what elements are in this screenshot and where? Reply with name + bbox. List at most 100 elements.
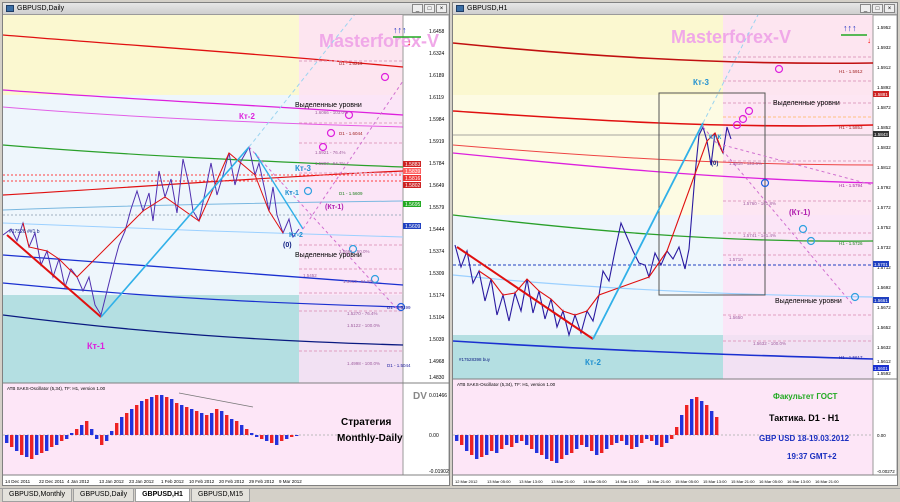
h1-window-titlebar[interactable]: GBPUSD,H1 _ □ × [453,3,897,15]
chart-window-icon [6,5,14,12]
price-line [3,145,300,317]
svg-text:29 Feb 2012: 29 Feb 2012 [249,479,275,484]
maximize-button[interactable]: □ [872,4,883,13]
level-e: 1.5650 [729,315,743,320]
close-button[interactable]: × [884,4,895,13]
histogram-bar [60,435,64,441]
histogram-bar [90,429,94,435]
svg-text:1.5812: 1.5812 [877,165,891,170]
svg-text:1.5912: 1.5912 [877,65,891,70]
svg-text:1.6119: 1.6119 [429,95,444,101]
down-arrow-icon: ↓ [407,38,411,47]
selected-levels-upper: Выделенные уровни [295,102,362,109]
daily-chart-canvas[interactable]: Masterforex-V ↑↑↑ ↓ [3,15,449,485]
chart-window-icon [456,5,464,12]
down-arrow-icon: ↓ [867,36,871,45]
tab-gbpusd-monthly[interactable]: GBPUSD,Monthly [2,489,73,502]
histogram-bar [560,435,564,459]
daily-chart-window[interactable]: GBPUSD,Daily _ □ × Masterforex-V ↑↑↑ ↓ [2,2,450,486]
minimize-button[interactable]: _ [860,4,871,13]
svg-text:1.5852: 1.5852 [877,125,891,130]
histogram-bar [180,405,184,435]
svg-text:1.5444: 1.5444 [429,227,445,233]
h1-chart-canvas[interactable]: Masterforex-V ↑↑↑ ↓ [453,15,897,485]
svg-text:9 Mar 2012: 9 Mar 2012 [279,479,302,484]
histogram-bar [550,435,554,461]
histogram-bar [265,435,269,441]
histogram-bar [555,435,559,463]
histogram-bar [595,435,599,455]
svg-text:1.5832: 1.5832 [877,145,891,150]
histogram-bar [615,435,619,443]
svg-text:10 Feb 2012: 10 Feb 2012 [189,479,215,484]
svg-text:1.5816: 1.5816 [405,176,421,182]
kt2-label: Кт-2 [585,358,601,367]
histogram-bar [715,417,719,435]
svg-text:1.5632: 1.5632 [877,345,891,350]
tactic-label: Тактика. D1 - H1 [769,413,839,423]
kt2-label: Кт-2 [239,112,255,121]
close-button[interactable]: × [436,4,447,13]
selection-box[interactable] [658,92,766,296]
histogram-bar [680,415,684,435]
up-arrows-icon: ↑↑↑ [393,25,407,35]
histogram-bar [175,403,179,435]
histogram-bar [495,435,499,453]
histogram-bar [475,435,479,459]
level-h1-c: H1 - 1.5794 [839,183,863,188]
histogram-bar [480,435,484,457]
level-d1-low: D1 - 1.5609 [339,191,363,196]
tab-gbpusd-h1[interactable]: GBPUSD,H1 [135,489,190,502]
level-f: 1.5270 - 76.4% [347,311,378,316]
maximize-button[interactable]: □ [424,4,435,13]
histogram-bar [245,429,249,435]
histogram-bar [675,427,679,435]
level-d: 1.5691 - 50.0% [339,249,370,254]
histogram-bar [150,397,154,435]
svg-text:1.5752: 1.5752 [877,225,891,230]
histogram-bar [5,435,9,443]
svg-text:1.5592: 1.5592 [877,371,891,376]
kt3-label: Кт-3 [693,78,709,87]
minimize-button[interactable]: _ [412,4,423,13]
svg-text:15 Mar 13:00: 15 Mar 13:00 [703,479,727,484]
level-lines [453,42,874,360]
h1-chart-window[interactable]: GBPUSD,H1 _ □ × Masterforex-V ↑↑↑ ↓ [452,2,898,486]
buy-order-label: #17528398 buy [459,357,491,362]
histogram-bar [195,411,199,435]
kt1-small-label: Кт-1 [285,190,299,197]
svg-text:15 Mar 21:00: 15 Mar 21:00 [731,479,755,484]
histogram-bar [605,435,609,449]
svg-text:1.5104: 1.5104 [429,315,445,321]
tab-gbpusd-m15[interactable]: GBPUSD,M15 [190,489,251,502]
svg-text:22 Dec 2011: 22 Dec 2011 [39,479,65,484]
svg-text:1.5872: 1.5872 [877,105,891,110]
histogram-bar [270,435,274,443]
histogram-bar [565,435,569,455]
histogram-bar [190,409,194,435]
histogram-bar [470,435,474,455]
svg-text:1.5772: 1.5772 [877,205,891,210]
svg-text:1.5792: 1.5792 [877,185,891,190]
histogram-bar [170,399,174,435]
histogram-bar [520,435,524,441]
tab-gbpusd-daily[interactable]: GBPUSD,Daily [73,489,135,502]
histogram-bar [70,433,74,435]
histogram-bar [535,435,539,453]
histogram-bar [145,399,149,435]
svg-text:1.5661: 1.5661 [874,298,888,303]
svg-text:1.5692: 1.5692 [877,285,891,290]
histogram-bar [125,413,129,435]
time-label: 19:37 GMT+2 [787,452,837,461]
histogram-bar [570,435,574,453]
daily-window-titlebar[interactable]: GBPUSD,Daily _ □ × [3,3,449,15]
watermark: Masterforex-V [319,31,439,51]
svg-text:1.5843: 1.5843 [874,132,888,137]
level-d1-mid: D1 - 1.6044 [339,131,363,136]
histogram-bar [460,435,464,445]
histogram-bar [65,435,69,439]
svg-text:1.5701: 1.5701 [874,262,888,267]
histogram-bar [640,435,644,443]
histogram-bar [545,435,549,459]
histogram-bar [235,421,239,435]
